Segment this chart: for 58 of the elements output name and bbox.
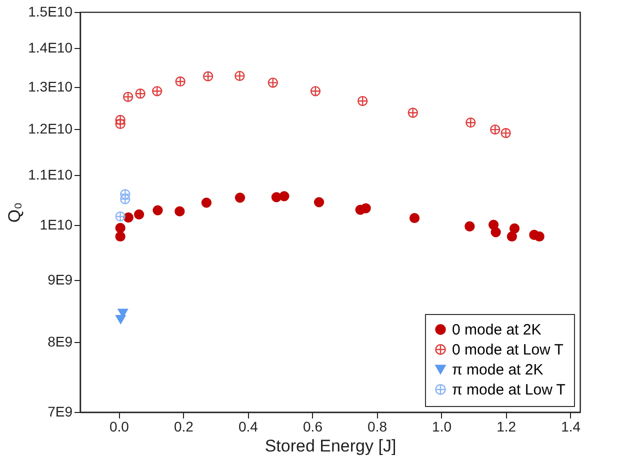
legend-label: 0 mode at Low T xyxy=(452,342,564,358)
point xyxy=(409,212,420,224)
point xyxy=(408,108,418,118)
point xyxy=(358,96,368,106)
y-tick-label: 9E9 xyxy=(48,272,73,288)
point xyxy=(490,227,501,238)
point xyxy=(135,88,146,99)
point xyxy=(115,211,126,222)
point xyxy=(509,223,520,234)
point xyxy=(115,114,126,126)
x-tick-label: 1.2 xyxy=(496,418,516,434)
point xyxy=(279,191,290,202)
point xyxy=(115,118,126,129)
point xyxy=(310,86,321,96)
point xyxy=(120,194,130,204)
x-tick-label: 0.4 xyxy=(238,418,258,434)
y-tick-label: 1.2E10 xyxy=(28,120,73,137)
x-tick-label: 0.0 xyxy=(109,418,130,434)
x-axis-title: Stored Energy [J] xyxy=(264,436,396,456)
y-axis-title: Q₀ xyxy=(5,202,24,223)
point xyxy=(268,78,278,88)
y-tick-label: 7E9 xyxy=(48,404,73,420)
y-tick-label: 1.4E10 xyxy=(28,40,73,56)
point xyxy=(152,86,162,96)
y-tick-label: 1E10 xyxy=(40,216,73,232)
point xyxy=(202,71,214,82)
point xyxy=(152,205,163,216)
point xyxy=(314,197,324,208)
point xyxy=(234,192,246,203)
legend-label: π mode at 2K xyxy=(452,362,544,378)
point xyxy=(123,212,134,223)
legend-label: 0 mode at 2K xyxy=(452,322,542,338)
point xyxy=(174,206,185,216)
point xyxy=(490,124,500,135)
point xyxy=(115,222,126,234)
legend-label: π mode at Low T xyxy=(452,382,566,398)
x-tick-label: 0.8 xyxy=(368,418,388,434)
point xyxy=(122,92,134,102)
point xyxy=(464,221,475,232)
x-tick-label: 1.0 xyxy=(432,418,452,434)
y-tick-label: 1.5E10 xyxy=(28,4,73,20)
point xyxy=(506,231,518,242)
y-tick-label: 1.3E10 xyxy=(28,78,73,95)
point xyxy=(500,128,511,138)
point xyxy=(466,118,476,128)
point xyxy=(534,231,544,242)
point xyxy=(115,231,126,242)
point xyxy=(360,203,371,214)
y-tick-label: 8E9 xyxy=(48,333,73,350)
point xyxy=(134,209,144,220)
y-tick-label: 1.1E10 xyxy=(28,166,73,182)
x-tick-label: 0.2 xyxy=(174,418,194,434)
point xyxy=(120,189,130,200)
point xyxy=(201,198,212,208)
x-tick-label: 1.4 xyxy=(561,418,581,434)
x-tick-label: 0.6 xyxy=(303,418,323,434)
point xyxy=(234,70,245,81)
point xyxy=(175,76,186,87)
